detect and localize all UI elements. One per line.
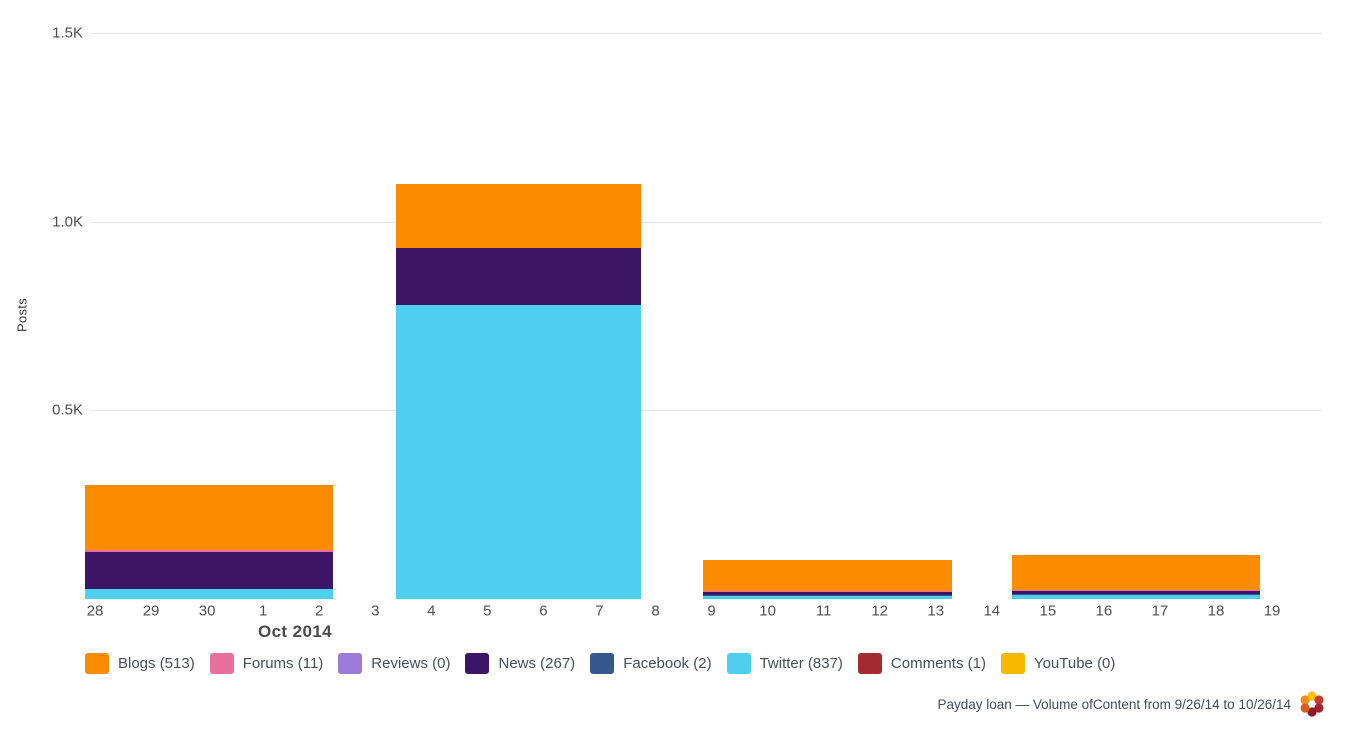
x-tick-label-4: 4 <box>427 602 436 620</box>
x-tick-label-10: 10 <box>759 602 776 620</box>
logo-dot-icon <box>1307 707 1317 717</box>
logo-dot-icon <box>1300 695 1310 705</box>
bar-group <box>703 560 952 599</box>
y-tick-label: 0.5K <box>52 401 83 419</box>
bar-segment-facebook[interactable] <box>703 594 952 596</box>
logo-dot-icon <box>1307 691 1317 701</box>
y-axis-title: Posts <box>14 297 30 333</box>
legend-item-comments[interactable]: Comments (1) <box>857 653 986 674</box>
legend-swatch-facebook-icon <box>590 653 615 674</box>
gridline-1.5K <box>90 33 1322 35</box>
legend-swatch-comments-icon <box>857 653 882 674</box>
legend-swatch-twitter-icon <box>726 653 751 674</box>
legend-label: Forums (11) <box>242 655 324 672</box>
bar-segment-facebook[interactable] <box>1012 594 1260 596</box>
legend-swatch-forums-icon <box>209 653 234 674</box>
legend-item-reviews[interactable]: Reviews (0) <box>338 653 450 674</box>
x-tick-label-16: 16 <box>1095 602 1113 620</box>
legend-label: Twitter (837) <box>759 655 843 672</box>
x-tick-label-8: 8 <box>651 602 660 620</box>
x-tick-label-7: 7 <box>595 602 604 620</box>
bar-segment-twitter[interactable] <box>1012 595 1260 599</box>
x-tick-label-13: 13 <box>927 602 945 620</box>
bar-group <box>396 184 641 599</box>
legend-label: Comments (1) <box>890 655 986 672</box>
legend-item-blogs[interactable]: Blogs (513) <box>85 653 195 674</box>
bar-segment-blogs[interactable] <box>703 560 952 591</box>
legend-item-facebook[interactable]: Facebook (2) <box>590 653 712 674</box>
x-tick-label-5: 5 <box>483 602 492 620</box>
bar-segment-blogs[interactable] <box>396 184 641 248</box>
x-tick-label-2: 2 <box>315 602 324 620</box>
bar-segment-forums[interactable] <box>703 590 952 593</box>
crimson-hexagon-logo-icon <box>1300 691 1324 717</box>
logo-dot-icon <box>1314 703 1324 713</box>
legend-item-twitter[interactable]: Twitter (837) <box>726 653 843 674</box>
legend-item-news[interactable]: News (267) <box>465 653 575 674</box>
bar-segment-forums[interactable] <box>85 549 333 552</box>
logo-dot-icon <box>1314 695 1324 705</box>
bar-segment-news[interactable] <box>396 247 641 305</box>
bar-segment-news[interactable] <box>85 551 333 589</box>
chart-footer: Payday loan — Volume ofContent from 9/26… <box>938 690 1326 718</box>
legend-item-forums[interactable]: Forums (11) <box>209 653 324 674</box>
logo-dot-icon <box>1300 703 1310 713</box>
legend-swatch-blogs-icon <box>85 653 109 674</box>
y-tick-label: 1.0K <box>52 213 83 231</box>
legend-swatch-youtube-icon <box>1000 653 1025 674</box>
bar-segment-news[interactable] <box>703 592 952 595</box>
x-tick-label-19: 19 <box>1263 602 1281 620</box>
bar-segment-news[interactable] <box>1012 590 1260 595</box>
legend-item-youtube[interactable]: YouTube (0) <box>1000 653 1116 674</box>
x-tick-label-14: 14 <box>983 602 1001 620</box>
legend-label: Facebook (2) <box>623 655 712 672</box>
legend-swatch-reviews-icon <box>338 653 363 674</box>
legend-swatch-news-icon <box>465 653 490 674</box>
footer-caption: Payday loan — Volume ofContent from 9/26… <box>937 696 1291 712</box>
bar-segment-blogs[interactable] <box>85 485 333 550</box>
bar-segment-forums[interactable] <box>1012 589 1260 591</box>
legend-label: Blogs (513) <box>118 655 195 672</box>
bar-group <box>1012 554 1260 599</box>
x-tick-label-28: 28 <box>86 602 104 620</box>
legend-label: Reviews (0) <box>371 655 451 672</box>
x-tick-label-12: 12 <box>871 602 889 620</box>
legend-label: YouTube (0) <box>1033 655 1116 672</box>
bar-segment-blogs[interactable] <box>1012 554 1260 590</box>
x-tick-label-29: 29 <box>142 602 160 620</box>
bar-group <box>85 485 333 599</box>
x-tick-label-17: 17 <box>1151 602 1169 620</box>
x-tick-label-3: 3 <box>371 602 380 620</box>
x-tick-label-1: 1 <box>258 602 268 620</box>
x-axis-month-label: Oct 2014 <box>257 622 333 641</box>
gridline-0.5K <box>90 410 1322 412</box>
x-tick-label-30: 30 <box>198 602 216 620</box>
x-tick-label-6: 6 <box>539 602 548 620</box>
bar-segment-twitter[interactable] <box>396 304 641 599</box>
y-tick-label: 1.5K <box>52 24 83 42</box>
bar-segment-twitter[interactable] <box>703 595 952 599</box>
x-tick-label-11: 11 <box>815 602 832 620</box>
x-tick-label-15: 15 <box>1039 602 1057 620</box>
chart-legend: Blogs (513) Forums (11) Reviews (0) News (2… <box>85 653 1115 674</box>
x-tick-label-9: 9 <box>707 602 716 620</box>
bar-segment-twitter[interactable] <box>85 588 333 599</box>
gridline-1.0K <box>90 221 1322 223</box>
x-tick-label-18: 18 <box>1207 602 1225 620</box>
legend-label: News (267) <box>498 655 576 672</box>
